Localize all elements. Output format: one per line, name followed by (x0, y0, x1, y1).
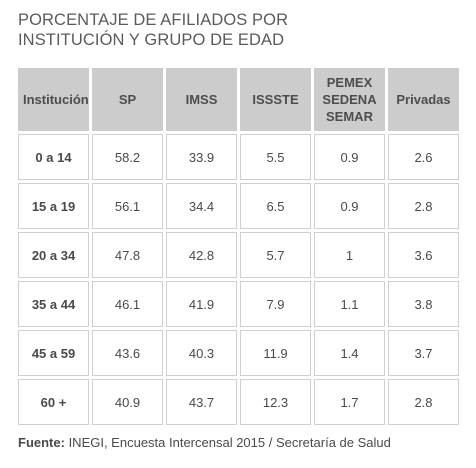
row-label-age-group: 0 a 14 (18, 134, 89, 180)
column-header-issste-line-1: ISSSTE (252, 92, 299, 107)
table-cell-issste: 7.9 (240, 281, 311, 327)
column-header-issste: ISSSTE (240, 68, 311, 131)
table-cell-pemex: 0.9 (314, 183, 385, 229)
table-header: Institución SP IMSS ISSSTE PEMEX SEDENA SEMAR P… (18, 68, 459, 131)
table-row: 15 a 19 56.1 34.4 6.5 0.9 2.8 (18, 183, 459, 229)
table-cell-sp: 43.6 (92, 330, 163, 376)
table-cell-pemex: 1 (314, 232, 385, 278)
row-label-age-group: 60 + (18, 379, 89, 425)
table-row: 20 a 34 47.8 42.8 5.7 1 3.6 (18, 232, 459, 278)
table-row: 0 a 14 58.2 33.9 5.5 0.9 2.6 (18, 134, 459, 180)
chart-title-line-1: PORCENTAJE DE AFILIADOS POR (18, 11, 289, 29)
header-row: Institución SP IMSS ISSSTE PEMEX SEDENA SEMAR P… (18, 68, 459, 131)
table-cell-privadas: 2.8 (388, 379, 459, 425)
row-label-age-group: 20 a 34 (18, 232, 89, 278)
table-cell-privadas: 3.6 (388, 232, 459, 278)
table-row: 35 a 44 46.1 41.9 7.9 1.1 3.8 (18, 281, 459, 327)
table-cell-imss: 43.7 (166, 379, 237, 425)
column-header-sp-line-1: SP (118, 92, 137, 107)
table-cell-pemex: 0.9 (314, 134, 385, 180)
table-cell-pemex: 1.4 (314, 330, 385, 376)
chart-title: PORCENTAJE DE AFILIADOS POR INSTITUCIÓN … (18, 10, 458, 50)
source-footnote: Fuente: INEGI, Encuesta Intercensal 2015… (18, 435, 391, 450)
table-body: 0 a 14 58.2 33.9 5.5 0.9 2.6 15 a 19 56.1 34.4 6.… (18, 134, 459, 425)
affiliation-table: Institución SP IMSS ISSSTE PEMEX SEDENA SEMAR P… (15, 65, 462, 428)
column-header-pemex-line-2: SEDENA (322, 92, 377, 107)
table-cell-privadas: 3.7 (388, 330, 459, 376)
table-cell-sp: 40.9 (92, 379, 163, 425)
table-cell-sp: 56.1 (92, 183, 163, 229)
source-text: INEGI, Encuesta Intercensal 2015 / Secre… (64, 435, 391, 450)
chart-title-line-2: INSTITUCIÓN Y GRUPO DE EDAD (18, 31, 285, 49)
table-cell-sp: 47.8 (92, 232, 163, 278)
column-header-pemex: PEMEX SEDENA SEMAR (314, 68, 385, 131)
table-cell-sp: 46.1 (92, 281, 163, 327)
table-cell-imss: 40.3 (166, 330, 237, 376)
table-cell-issste: 6.5 (240, 183, 311, 229)
table-row: 60 +40.9 43.7 12.3 1.7 2.8 (18, 379, 459, 425)
table-cell-imss: 34.4 (166, 183, 237, 229)
table-row: 45 a 59 43.6 40.3 11.9 1.4 3.7 (18, 330, 459, 376)
table-cell-pemex: 1.7 (314, 379, 385, 425)
column-header-privadas: Privadas (388, 68, 459, 131)
table-cell-imss: 33.9 (166, 134, 237, 180)
row-label-age-group: 35 a 44 (18, 281, 89, 327)
table-cell-privadas: 2.6 (388, 134, 459, 180)
table-cell-issste: 11.9 (240, 330, 311, 376)
column-header-institucion: Institución (18, 68, 89, 131)
column-header-privadas-line-1: Privadas (396, 92, 451, 107)
column-header-imss-line-1: IMSS (185, 92, 218, 107)
column-header-institucion-line-1: Institución (23, 92, 89, 107)
table-cell-pemex: 1.1 (314, 281, 385, 327)
row-label-age-group: 15 a 19 (18, 183, 89, 229)
column-header-imss: IMSS (166, 68, 237, 131)
table-cell-privadas: 2.8 (388, 183, 459, 229)
column-header-sp: SP (92, 68, 163, 131)
table-cell-privadas: 3.8 (388, 281, 459, 327)
table-cell-issste: 12.3 (240, 379, 311, 425)
table-cell-sp: 58.2 (92, 134, 163, 180)
column-header-pemex-line-3: SEMAR (326, 109, 373, 124)
row-label-age-group: 45 a 59 (18, 330, 89, 376)
table-cell-issste: 5.7 (240, 232, 311, 278)
table-cell-imss: 41.9 (166, 281, 237, 327)
table-cell-imss: 42.8 (166, 232, 237, 278)
source-label: Fuente: (18, 435, 65, 450)
table-cell-issste: 5.5 (240, 134, 311, 180)
column-header-pemex-line-1: PEMEX (326, 75, 373, 90)
